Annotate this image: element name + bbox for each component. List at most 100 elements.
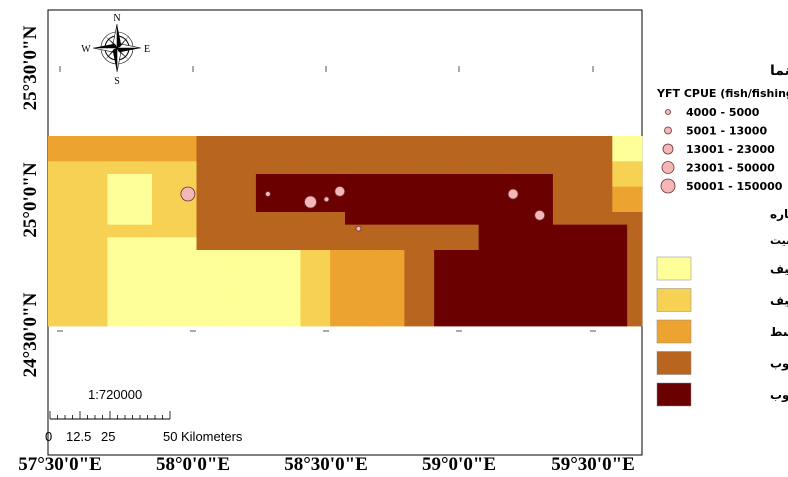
raster-cell [151, 186, 168, 200]
raster-cell [389, 288, 405, 302]
raster-cell [300, 275, 316, 289]
raster-cell [122, 199, 138, 213]
raster-cell [330, 174, 346, 188]
raster-cell [241, 288, 257, 302]
raster-cell [404, 224, 420, 238]
raster-cell [137, 275, 153, 289]
raster-cell [211, 199, 227, 213]
raster-cell [508, 262, 524, 276]
raster-cell [330, 262, 346, 276]
raster-cell [538, 275, 554, 289]
raster-cell [493, 288, 509, 302]
raster-cell [196, 288, 212, 302]
raster-cell [181, 313, 197, 327]
raster-cell [226, 262, 242, 276]
raster-cell [523, 174, 539, 188]
raster-cell [389, 237, 405, 251]
raster-cell [567, 212, 583, 226]
raster-cell [552, 186, 569, 200]
raster-cell [77, 313, 93, 327]
raster-cell [62, 275, 79, 289]
raster-cell [62, 288, 79, 302]
raster-cell [270, 250, 286, 264]
raster-cell [404, 186, 420, 200]
raster-cell [597, 212, 613, 226]
raster-cell [285, 186, 301, 200]
raster-cell [389, 275, 405, 289]
raster-cell [582, 161, 598, 175]
raster-cell [255, 288, 272, 302]
raster-cell [404, 250, 420, 264]
raster-cell [330, 250, 346, 264]
raster-cell [627, 262, 643, 276]
raster-cell [48, 212, 64, 226]
raster-cell [107, 275, 123, 289]
raster-cell [300, 250, 316, 264]
raster-cell [241, 186, 257, 200]
raster-cell [478, 288, 494, 302]
raster-cell [62, 161, 79, 175]
raster-cell [493, 300, 509, 314]
raster-cell [597, 313, 613, 327]
raster-cell [612, 224, 628, 238]
raster-cell [552, 250, 569, 264]
raster-cell [255, 174, 272, 188]
raster-cell [404, 275, 420, 289]
raster-cell [627, 237, 643, 251]
raster-cell [62, 262, 79, 276]
raster-cell [374, 275, 390, 289]
raster-cell [300, 136, 316, 150]
raster-cell [582, 300, 598, 314]
raster-cell [92, 300, 108, 314]
raster-cell [270, 288, 286, 302]
raster-cell [226, 313, 242, 327]
raster-cell [567, 288, 583, 302]
raster-cell [241, 224, 257, 238]
raster-cell [211, 237, 227, 251]
raster-cell [270, 275, 286, 289]
raster-cell [597, 174, 613, 188]
raster-cell [77, 148, 93, 162]
raster-cell [582, 174, 598, 188]
raster-cell [77, 186, 93, 200]
raster-cell [478, 161, 494, 175]
raster-cell [345, 136, 361, 150]
raster-cell [151, 148, 168, 162]
raster-cell [478, 275, 494, 289]
raster-cell [359, 186, 376, 200]
raster-cell [493, 224, 509, 238]
raster-cell [48, 313, 64, 327]
suitability-swatch [656, 288, 692, 312]
suitability-swatch [656, 319, 692, 344]
raster-cell [48, 161, 64, 175]
raster-cell [463, 300, 480, 314]
raster-cell [211, 313, 227, 327]
raster-cell [612, 275, 628, 289]
raster-cell [597, 224, 613, 238]
raster-cell [359, 148, 376, 162]
raster-cell [419, 300, 435, 314]
raster-cell [434, 148, 450, 162]
raster-cell [285, 313, 301, 327]
raster-cell [255, 199, 272, 213]
raster-cell [300, 161, 316, 175]
raster-cell [448, 199, 465, 213]
raster-cell [330, 237, 346, 251]
raster-cell [478, 262, 494, 276]
raster-cell [612, 186, 628, 200]
raster-cell [374, 136, 390, 150]
raster-cell [612, 300, 628, 314]
raster-cell [166, 275, 183, 289]
raster-cell [404, 199, 420, 213]
raster-cell [508, 174, 524, 188]
raster-cell [48, 199, 64, 213]
raster-cell [48, 288, 64, 302]
raster-cell [419, 313, 435, 327]
cpue-legend-label: 5001 - 13000 [686, 125, 767, 138]
raster-cell [359, 275, 376, 289]
raster-cell [285, 237, 301, 251]
raster-cell [493, 148, 509, 162]
raster-cell [582, 224, 598, 238]
raster-cell [552, 262, 569, 276]
